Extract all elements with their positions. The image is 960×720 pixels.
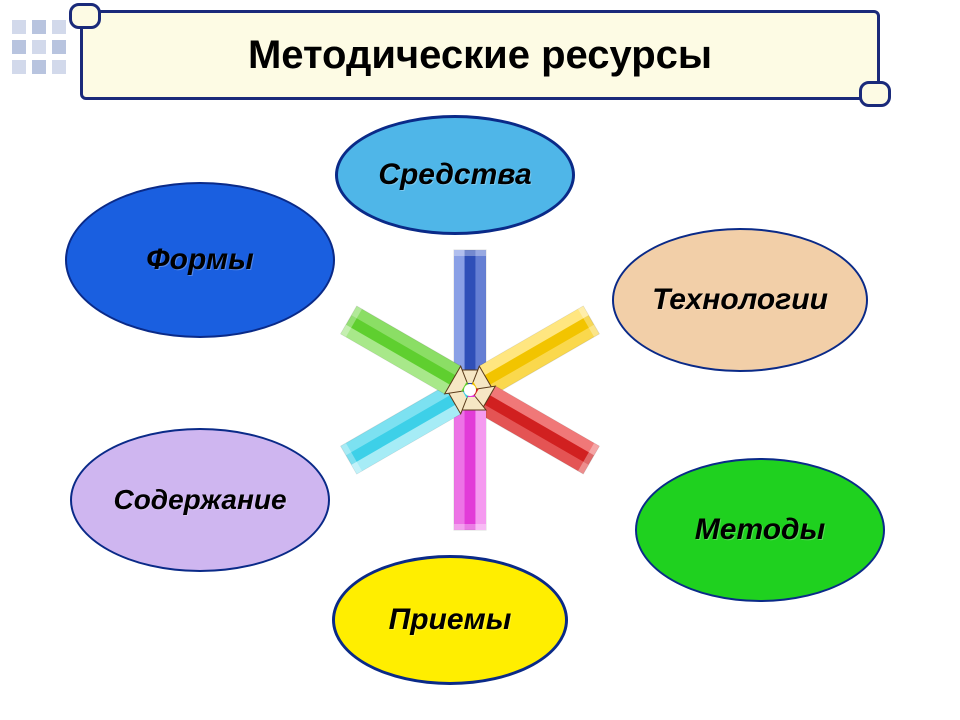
node-technologies: Технологии [612, 228, 868, 372]
node-label: Средства [378, 158, 531, 192]
node-label: Формы [146, 243, 254, 277]
node-label: Методы [695, 513, 825, 547]
diagram-canvas: Средства Формы Технологии Содержание Методы П… [0, 0, 960, 720]
node-content: Содержание [70, 428, 330, 572]
node-methods: Методы [635, 458, 885, 602]
node-techniques: Приемы [332, 555, 568, 685]
node-label: Технологии [652, 283, 828, 317]
node-label: Содержание [113, 484, 286, 516]
node-label: Приемы [389, 603, 512, 637]
node-means: Средства [335, 115, 575, 235]
node-forms: Формы [65, 182, 335, 338]
